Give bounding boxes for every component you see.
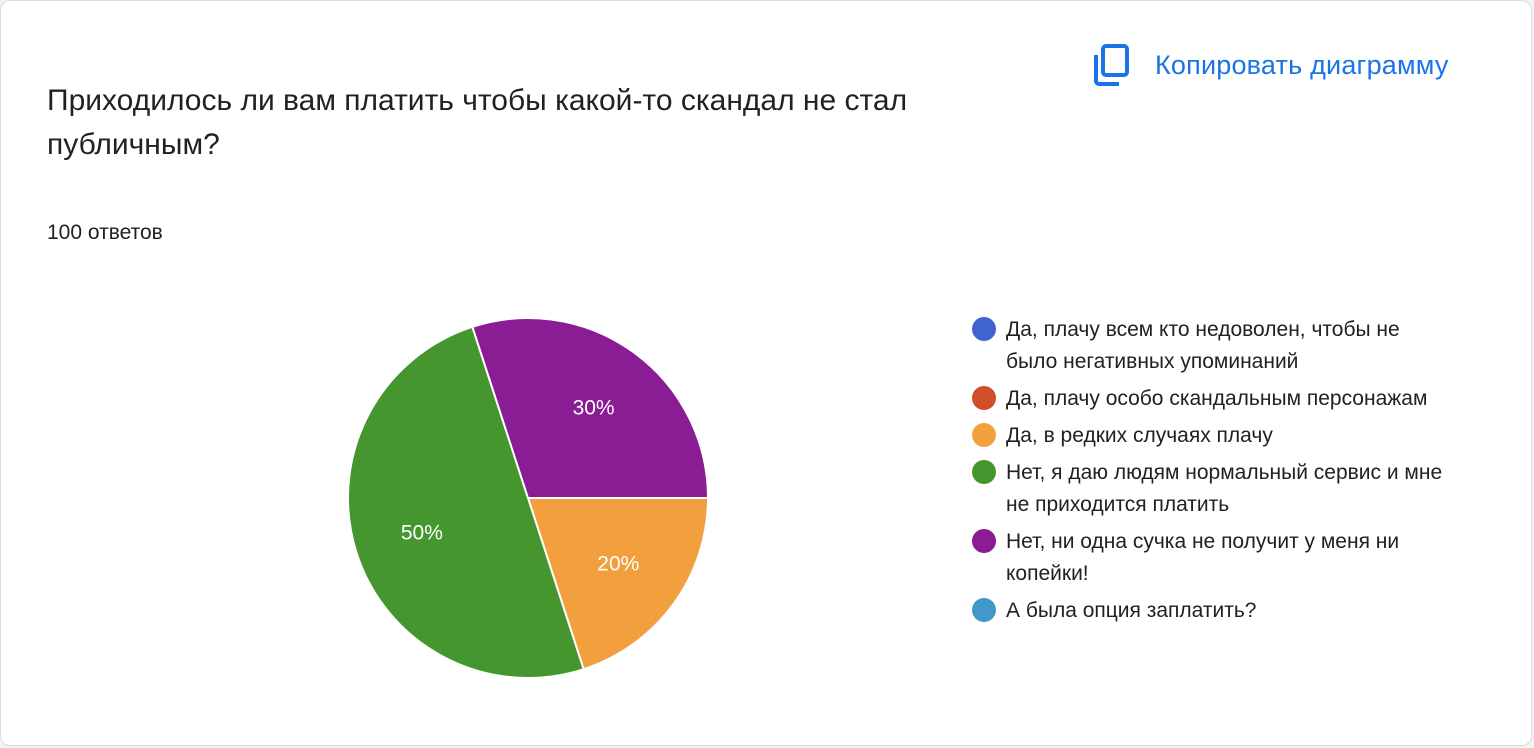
legend-dot-1: [972, 386, 996, 410]
legend-label-1: Да, плачу особо скандальным персонажам: [1006, 387, 1428, 410]
legend-item-0[interactable]: Да, плачу всем кто недоволен, чтобы не б…: [972, 314, 1492, 378]
legend-dot-0: [972, 317, 996, 341]
legend-label-4: Нет, ни одна сучка не получит у меня ни …: [1006, 530, 1400, 585]
copy-chart-button[interactable]: Копировать диаграмму: [1091, 39, 1449, 91]
legend-dot-4: [972, 529, 996, 553]
legend-dot-3: [972, 460, 996, 484]
legend-label-3: Нет, я даю людям нормальный сервис и мне…: [1006, 461, 1443, 516]
question-title: Приходилось ли вам платить чтобы какой-т…: [47, 84, 908, 161]
legend-label-0: Да, плачу всем кто недоволен, чтобы не б…: [1006, 318, 1400, 373]
copy-icon: [1094, 44, 1129, 86]
legend-item-2[interactable]: Да, в редких случаях плачу: [972, 420, 1492, 452]
chart-legend: Да, плачу всем кто недоволен, чтобы не б…: [972, 314, 1492, 632]
legend-dot-5: [972, 598, 996, 622]
legend-item-4[interactable]: Нет, ни одна сучка не получит у меня ни …: [972, 526, 1492, 590]
copy-chart-label: Копировать диаграмму: [1155, 49, 1449, 80]
legend-label-5: А была опция заплатить?: [1006, 599, 1257, 622]
legend-item-3[interactable]: Нет, я даю людям нормальный сервис и мне…: [972, 457, 1492, 521]
legend-label-2: Да, в редких случаях плачу: [1006, 424, 1273, 447]
responses-count: 100 ответов: [47, 221, 163, 244]
legend-item-5[interactable]: А была опция заплатить?: [972, 595, 1492, 627]
legend-dot-2: [972, 423, 996, 447]
legend-item-1[interactable]: Да, плачу особо скандальным персонажам: [972, 383, 1492, 415]
